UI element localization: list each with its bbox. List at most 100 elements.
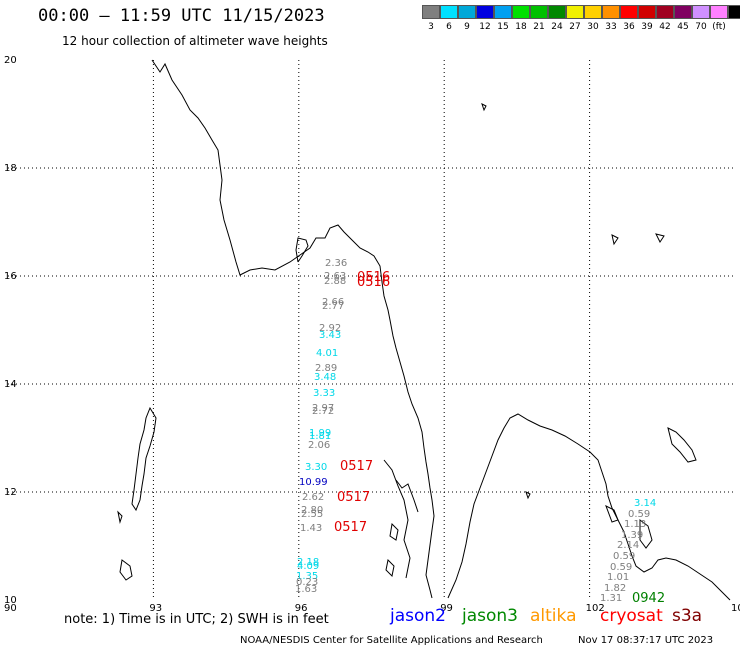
scale-label: 27	[569, 22, 581, 32]
wave-height-value: 3.43	[319, 330, 341, 341]
wave-height-value: 1.99	[309, 428, 331, 439]
wave-height-value: 0.59	[610, 562, 632, 573]
pass-time-label: 0516	[357, 275, 390, 290]
satellite-altika: altika	[530, 606, 577, 626]
lat-tick-label: 12	[4, 487, 17, 498]
scale-label: 33	[605, 22, 617, 32]
lon-tick-label: 99	[440, 603, 453, 614]
color-scale-legend: 3 6 9 12 15 18 21 24 27 30 33 36 39 42 45 70 (ft)	[420, 5, 740, 37]
scale-label: 45	[677, 22, 689, 32]
scale-label: 24	[551, 22, 563, 32]
scale-label: (ft)	[712, 22, 726, 32]
scale-swatch	[476, 5, 494, 19]
satellite-jason3: jason3	[462, 606, 518, 626]
lon-tick-label: 105	[731, 603, 740, 614]
scale-label: 3	[428, 22, 434, 32]
pass-time-label: 0517	[334, 520, 367, 535]
satellite-cryosat: cryosat	[600, 606, 663, 626]
wave-height-value: 1.01	[607, 572, 629, 583]
wave-height-value: 4.01	[316, 348, 338, 359]
scale-label: 9	[464, 22, 470, 32]
scale-swatch	[422, 5, 440, 19]
pass-time-label: 0517	[340, 459, 373, 474]
coastline	[117, 59, 731, 601]
wave-height-value: 1.82	[604, 583, 626, 594]
scale-swatch	[458, 5, 476, 19]
wave-height-value: 2.18	[297, 557, 319, 568]
scale-swatch	[548, 5, 566, 19]
scale-label: 21	[533, 22, 545, 32]
satellite-s3a: s3a	[672, 606, 703, 626]
wave-height-value: 0.23	[296, 577, 318, 588]
wave-height-value: 2.62	[302, 492, 324, 503]
wave-height-value: 1.43	[300, 523, 322, 534]
wave-height-value: 1.63	[295, 584, 317, 595]
lat-tick-label: 10	[4, 595, 17, 606]
wave-height-value: 0.59	[613, 551, 635, 562]
scale-swatch	[674, 5, 692, 19]
wave-height-value: 2.77	[322, 301, 344, 312]
lon-tick-label: 96	[295, 603, 308, 614]
scale-label: 6	[446, 22, 452, 32]
lat-tick-label: 16	[4, 271, 17, 282]
scale-swatch	[620, 5, 638, 19]
scale-swatch	[638, 5, 656, 19]
wave-height-value: 2.63	[324, 271, 346, 282]
lat-tick-label: 20	[4, 55, 17, 66]
wave-height-value: 10.99	[299, 477, 328, 488]
wave-height-value: 2.55	[301, 509, 323, 520]
generation-timestamp: Nov 17 08:37:17 UTC 2023	[578, 635, 714, 646]
wave-height-value: 2.97	[312, 403, 334, 414]
scale-label: 15	[497, 22, 509, 32]
wave-height-value: 1.31	[600, 593, 622, 604]
color-scale-swatches	[422, 5, 740, 19]
scale-label: 30	[587, 22, 599, 32]
pass-time-label: 0516	[357, 270, 390, 285]
lon-tick-label: 90	[4, 603, 17, 614]
scale-label: 70	[695, 22, 707, 32]
pass-time-label: 0942	[632, 591, 665, 606]
credit-line: NOAA/NESDIS Center for Satellite Applica…	[240, 635, 543, 646]
lon-tick-label: 93	[149, 603, 162, 614]
scale-swatch	[656, 5, 674, 19]
scale-swatch	[602, 5, 620, 19]
satellite-jason2: jason2	[390, 606, 446, 626]
scale-label: 12	[479, 22, 491, 32]
wave-height-value: 3.48	[314, 372, 336, 383]
footnote: note: 1) Time is in UTC; 2) SWH is in fe…	[64, 612, 329, 627]
wave-height-value: 2.92	[319, 323, 341, 334]
lat-tick-label: 14	[4, 379, 17, 390]
scale-swatch	[440, 5, 458, 19]
scale-swatch	[692, 5, 710, 19]
axis-tick-labels: 90 93 96 99 102 105 20 18 16 14 12 10	[4, 55, 740, 614]
wave-height-value: 3.14	[634, 498, 656, 509]
map-title: 00:00 – 11:59 UTC 11/15/2023	[38, 6, 325, 26]
scale-swatch	[728, 5, 740, 19]
wave-height-value: 1.35	[296, 571, 318, 582]
wave-height-value: 1.39	[621, 530, 643, 541]
pass-time-label: 0517	[337, 490, 370, 505]
lat-tick-label: 18	[4, 163, 17, 174]
scale-swatch	[584, 5, 602, 19]
scale-swatch	[512, 5, 530, 19]
scale-label: 36	[623, 22, 635, 32]
wave-height-value: 2.66	[322, 297, 344, 308]
wave-height-value: 3.33	[313, 388, 335, 399]
wave-height-value: 3.30	[305, 462, 327, 473]
scale-swatch	[530, 5, 548, 19]
wave-height-value: 0.59	[628, 509, 650, 520]
scale-swatch	[566, 5, 584, 19]
scale-label: 42	[659, 22, 671, 32]
wave-height-value: 2.36	[325, 258, 347, 269]
map-subtitle: 12 hour collection of altimeter wave hei…	[62, 34, 328, 48]
wave-height-value: 2.80	[301, 505, 323, 516]
wave-height-value: 4.09	[297, 561, 319, 572]
lon-tick-label: 102	[586, 603, 605, 614]
wave-height-value: 2.06	[308, 440, 330, 451]
wave-height-value: 2.72	[312, 406, 334, 417]
wave-height-observations: 2.36 2.632.88 2.662.77 2.923.43 4.01 2.893.48…	[295, 258, 656, 604]
wave-height-value: 1.81	[309, 431, 331, 442]
scale-swatch	[494, 5, 512, 19]
